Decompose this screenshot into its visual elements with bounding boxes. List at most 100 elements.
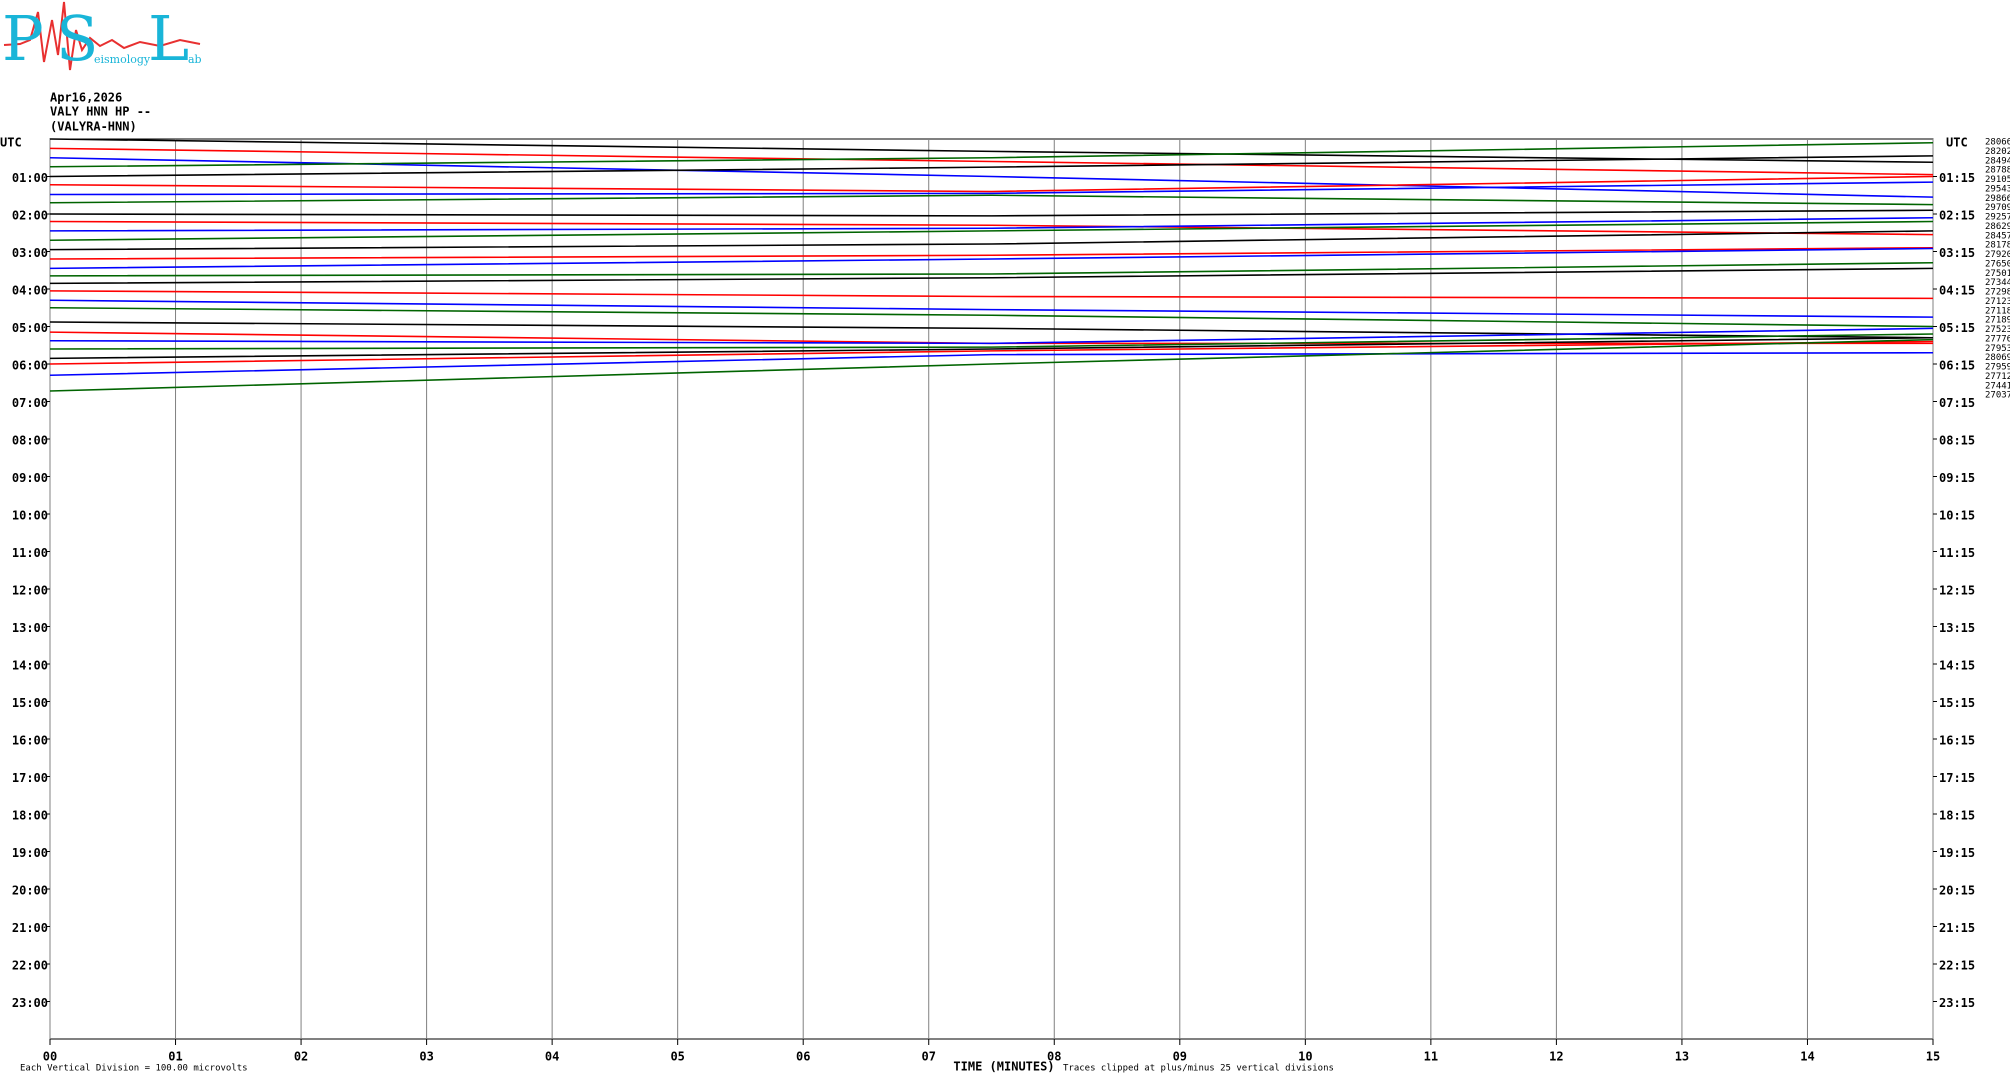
logo-wave	[3, 1, 201, 71]
trace	[49, 321, 1934, 339]
trace-mean-label: 27776	[1985, 334, 2010, 344]
trace-mean-label: 28178	[1985, 241, 2010, 251]
y2-tick-label: 02:15	[1939, 209, 1975, 223]
trace	[49, 336, 1934, 360]
x-tick-label: 07	[922, 1050, 936, 1064]
trace-mean-label: 28202	[1985, 147, 2010, 157]
y2-tick-label: 19:15	[1939, 846, 1975, 860]
y-tick-label: 07:00	[12, 396, 48, 410]
y2-tick-label: 05:15	[1939, 321, 1975, 335]
header-line: (VALYRA-HNN)	[50, 120, 137, 134]
x-tick-label: 13	[1675, 1050, 1689, 1064]
y2-tick-label: 06:15	[1939, 359, 1975, 373]
trace	[49, 216, 1934, 232]
trace-mean-label: 27953	[1985, 344, 2010, 354]
y2-axis-label: UTC	[1946, 136, 1968, 150]
y-tick-label: 18:00	[12, 809, 48, 823]
y2-tick-label: 08:15	[1939, 434, 1975, 448]
trace	[49, 306, 1934, 328]
logo-letter: S	[56, 2, 98, 75]
trace	[49, 290, 1934, 300]
trace-mean-label: 28629	[1985, 222, 2010, 232]
x-tick-label: 02	[294, 1050, 308, 1064]
y-tick-label: 03:00	[12, 246, 48, 260]
y2-tick-label: 17:15	[1939, 771, 1975, 785]
x-tick-label: 03	[419, 1050, 433, 1064]
trace	[49, 333, 1934, 350]
y-tick-label: 12:00	[12, 584, 48, 598]
y-tick-label: 17:00	[12, 771, 48, 785]
logo-word: eismology	[94, 53, 151, 66]
trace	[49, 138, 1934, 164]
trace	[49, 181, 1934, 196]
y-tick-label: 16:00	[12, 734, 48, 748]
x-tick-label: 00	[43, 1050, 57, 1064]
trace	[49, 175, 1934, 193]
y-tick-label: 20:00	[12, 884, 48, 898]
y2-tick-label: 20:15	[1939, 884, 1975, 898]
x-tick-label: 10	[1298, 1050, 1312, 1064]
y2-tick-label: 18:15	[1939, 809, 1975, 823]
logo-letter: P	[2, 2, 44, 75]
x-tick-label: 04	[545, 1050, 559, 1064]
trace	[49, 340, 1934, 365]
footer-note: Traces clipped at plus/minus 25 vertical…	[1063, 1064, 1334, 1074]
logo: P S L eismology ab	[2, 1, 202, 75]
x-tick-label: 09	[1173, 1050, 1187, 1064]
trace-mean-label: 27712	[1985, 372, 2010, 382]
trace	[49, 246, 1934, 260]
y-tick-label: 02:00	[12, 209, 48, 223]
trace	[49, 155, 1934, 178]
trace-mean-label: 27118	[1985, 306, 2010, 316]
y-tick-label: 11:00	[12, 546, 48, 560]
x-axis-label: TIME (MINUTES)	[953, 1060, 1054, 1074]
y-tick-label: 15:00	[12, 696, 48, 710]
y2-tick-label: 16:15	[1939, 734, 1975, 748]
trace-mean-label: 29543	[1985, 184, 2010, 194]
x-tick-label: 15	[1926, 1050, 1940, 1064]
trace-mean-label: 27650	[1985, 259, 2010, 269]
y2-tick-label: 07:15	[1939, 396, 1975, 410]
y2-tick-label: 21:15	[1939, 921, 1975, 935]
trace-mean-label: 29257	[1985, 213, 2010, 223]
trace-mean-label: 27037	[1985, 391, 2010, 401]
y2-tick-label: 13:15	[1939, 621, 1975, 635]
trace-mean-label: 28788	[1985, 166, 2010, 176]
y2-tick-label: 15:15	[1939, 696, 1975, 710]
y2-tick-label: 09:15	[1939, 471, 1975, 485]
y2-tick-label: 10:15	[1939, 509, 1975, 523]
trace-mean-label: 27298	[1985, 288, 2010, 298]
trace-mean-label: 27441	[1985, 381, 2010, 391]
trace-mean-label: 27959	[1985, 363, 2010, 373]
trace	[49, 299, 1934, 318]
header-line: Apr16,2026	[50, 91, 122, 105]
y-tick-label: 19:00	[12, 846, 48, 860]
y-tick-label: 09:00	[12, 471, 48, 485]
trace	[49, 220, 1934, 242]
y-tick-label: 06:00	[12, 359, 48, 373]
y-axis-label: UTC	[0, 136, 22, 150]
trace-mean-label: 28066	[1985, 138, 2010, 148]
y2-tick-label: 14:15	[1939, 659, 1975, 673]
trace	[49, 247, 1934, 270]
y-tick-label: 05:00	[12, 321, 48, 335]
logo-word: ab	[188, 53, 202, 66]
trace	[49, 220, 1934, 236]
trace-mean-label: 27523	[1985, 325, 2010, 335]
y2-tick-label: 12:15	[1939, 584, 1975, 598]
trace	[49, 338, 1934, 392]
trace-mean-label: 27189	[1985, 316, 2010, 326]
y-tick-label: 08:00	[12, 434, 48, 448]
y2-tick-label: 22:15	[1939, 959, 1975, 973]
y2-tick-label: 04:15	[1939, 284, 1975, 298]
trace-mean-label: 27920	[1985, 250, 2010, 260]
trace	[49, 261, 1934, 277]
x-tick-label: 01	[168, 1050, 182, 1064]
x-tick-label: 06	[796, 1050, 810, 1064]
trace-mean-label: 27501	[1985, 269, 2010, 279]
x-tick-label: 12	[1549, 1050, 1563, 1064]
trace-mean-label: 29866	[1985, 194, 2010, 204]
trace	[49, 141, 1934, 168]
